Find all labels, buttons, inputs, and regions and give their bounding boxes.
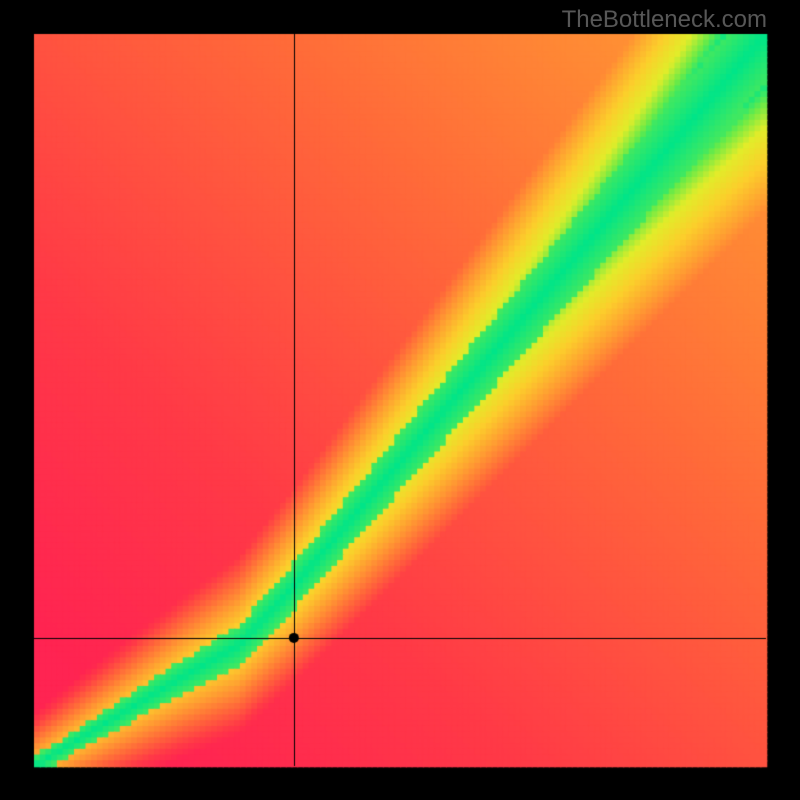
chart-frame: TheBottleneck.com (0, 0, 800, 800)
heatmap-canvas (0, 0, 800, 800)
watermark-text: TheBottleneck.com (562, 6, 767, 34)
